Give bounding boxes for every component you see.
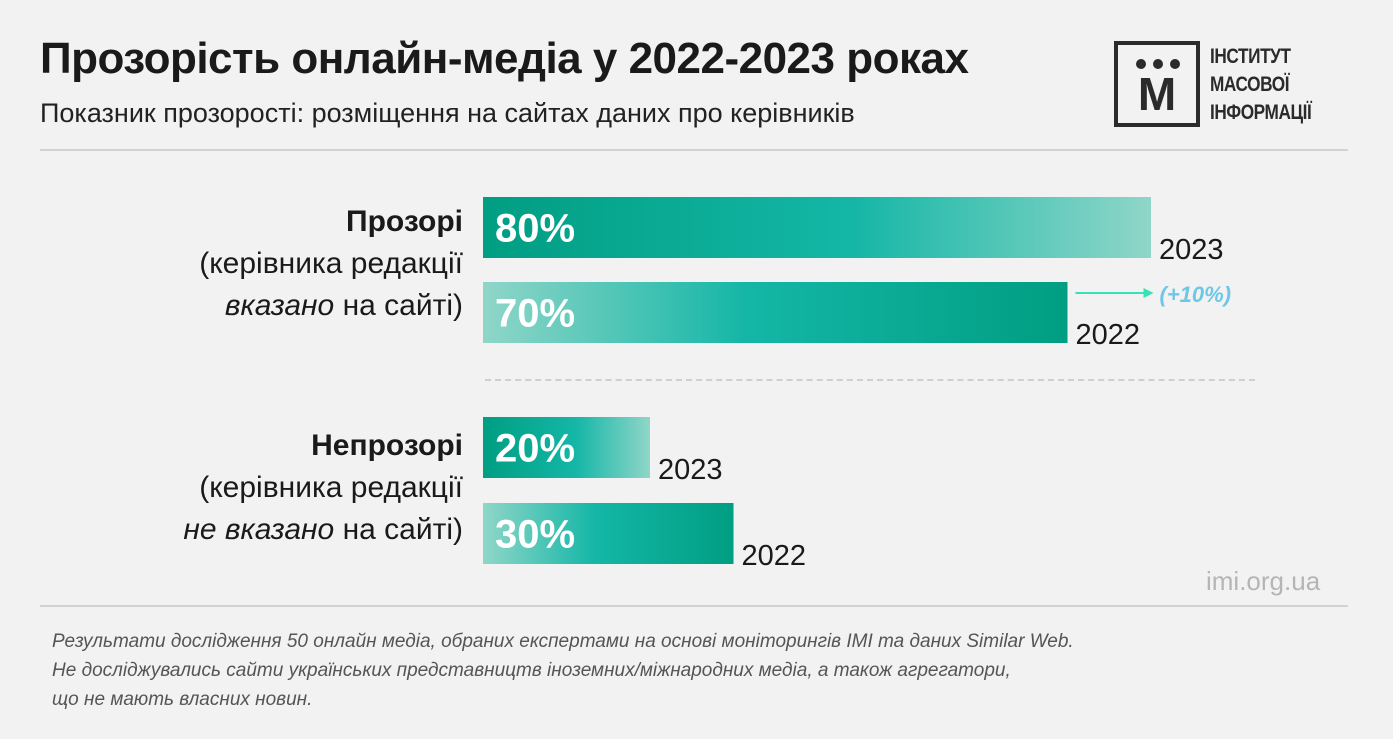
bottom-divider: [40, 605, 1348, 607]
year-label: 2023: [658, 454, 723, 486]
group-line-2: не вказано на сайті): [183, 509, 463, 551]
year-label: 2022: [1076, 319, 1141, 351]
change-annotation: (+10%): [1160, 282, 1232, 307]
bar-value-label: 70%: [495, 292, 575, 336]
logo-line-2: МАСОВОЇ: [1210, 73, 1290, 96]
group-line-1: (керівника редакції: [199, 247, 463, 280]
footnote: Результати дослідження 50 онлайн медіа, …: [52, 627, 1074, 714]
logo-text: ІНСТИТУТ МАСОВОЇ ІНФОРМАЦІЇ: [1210, 43, 1312, 127]
bar-chart: 80% 2023 70% 2022 20% 2023 30% 2022 (+10%): [483, 197, 1232, 572]
bar-2023-0: [483, 197, 1151, 258]
group-line-1: (керівника редакції: [199, 471, 463, 504]
group-line-rest: на сайті): [334, 513, 463, 546]
page-title: Прозорість онлайн-медіа у 2022-2023 рока…: [40, 34, 969, 83]
bar-2023-1: [483, 417, 650, 478]
footnote-line-2: Не досліджувались сайти українських пред…: [52, 660, 1011, 681]
group-emphasis: не вказано: [183, 513, 335, 546]
group-label-opaque: Непрозорі (керівника редакції не вказано…: [183, 425, 463, 551]
footnote-line-3: що не мають власних новин.: [52, 689, 313, 710]
logo-line-3: ІНФОРМАЦІЇ: [1210, 101, 1312, 124]
year-label: 2022: [742, 540, 807, 572]
group-title: Прозорі: [346, 205, 463, 238]
bar-value-label: 30%: [495, 513, 575, 557]
group-title: Непрозорі: [311, 429, 463, 462]
top-divider: [40, 149, 1348, 151]
bar-value-label: 20%: [495, 427, 575, 471]
year-label: 2023: [1159, 234, 1224, 266]
site-url: imi.org.ua: [1206, 566, 1321, 596]
page-subtitle: Показник прозорості: розміщення на сайта…: [40, 98, 855, 128]
footnote-line-1: Результати дослідження 50 онлайн медіа, …: [52, 631, 1074, 652]
bar-2022-1: [483, 503, 734, 564]
group-divider: [485, 379, 1255, 381]
logo-mark: М: [1137, 68, 1177, 120]
group-line-rest: на сайті): [334, 289, 463, 322]
group-line-2: вказано на сайті): [199, 285, 463, 327]
bar-value-label: 80%: [495, 207, 575, 251]
group-label-transparent: Прозорі (керівника редакції вказано на с…: [199, 201, 463, 327]
logo-dots: [1136, 59, 1180, 69]
bar-2022-0: [483, 282, 1068, 343]
imi-logo: М: [1114, 41, 1200, 127]
logo-line-1: ІНСТИТУТ: [1210, 45, 1291, 68]
group-emphasis: вказано: [224, 289, 335, 322]
